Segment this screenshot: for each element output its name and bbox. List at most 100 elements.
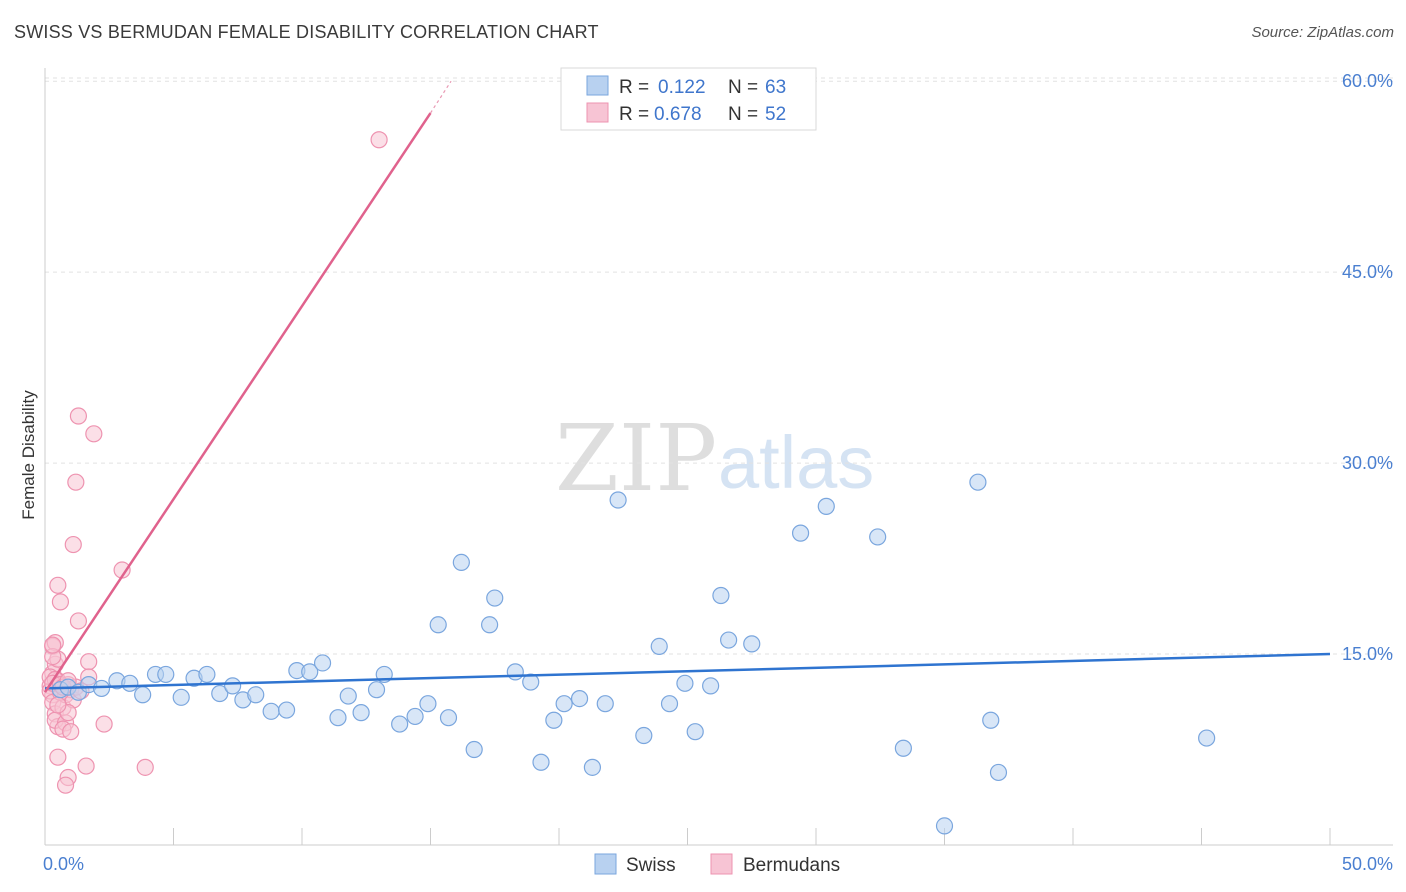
swiss-point-54 xyxy=(791,524,810,542)
axes xyxy=(44,68,1393,846)
legend-bermudans-r-value: 0.678 xyxy=(654,104,702,125)
swiss-point-21 xyxy=(313,654,332,672)
x-tick-label-1: 50.0% xyxy=(1342,854,1393,874)
swiss-point-22 xyxy=(329,709,347,727)
swiss-point-49 xyxy=(686,723,704,741)
swiss-point-10 xyxy=(172,688,190,706)
legend-bermudans-r-label: R = xyxy=(619,104,649,125)
bermudans-point-30 xyxy=(80,653,98,671)
swiss-point-62 xyxy=(1198,729,1216,747)
swiss-point-55 xyxy=(817,497,835,515)
y-tick-label-3: 60.0% xyxy=(1342,71,1393,91)
x-tick-labels: 0.0% 50.0% xyxy=(43,854,1393,874)
legend-bermudans-n-label: N = xyxy=(728,104,758,125)
swiss-point-61 xyxy=(989,763,1008,782)
y-tick-labels: 15.0% 30.0% 45.0% 60.0% xyxy=(1342,71,1393,664)
swiss-point-30 xyxy=(429,616,447,634)
bottom-legend-bermudans: Bermudans xyxy=(743,855,840,876)
swiss-point-39 xyxy=(545,711,563,729)
bermudans-point-32 xyxy=(69,612,88,630)
swiss-point-41 xyxy=(570,690,589,708)
bermudans-point-23 xyxy=(49,748,67,766)
swiss-point-16 xyxy=(247,686,265,704)
swiss-point-18 xyxy=(277,701,296,719)
y-tick-label-0: 15.0% xyxy=(1342,644,1393,664)
swiss-point-12 xyxy=(198,665,216,684)
chart-title: SWISS VS BERMUDAN FEMALE DISABILITY CORR… xyxy=(14,22,599,42)
swiss-point-38 xyxy=(532,753,550,771)
stats-legend: R = 0.122 N = 63 R = 0.678 N = 52 xyxy=(560,67,817,131)
bermudans-point-28 xyxy=(95,715,113,733)
swiss-point-59 xyxy=(969,473,987,491)
legend-swiss-n-value: 63 xyxy=(765,77,786,98)
trend-lines xyxy=(43,80,1331,693)
swiss-point-34 xyxy=(481,616,499,634)
bermudans-point-22 xyxy=(62,723,80,741)
swiss-point-25 xyxy=(367,681,386,699)
swiss-point-28 xyxy=(406,707,424,726)
watermark-atlas: atlas xyxy=(718,421,874,504)
y-axis-title: Female Disability xyxy=(19,390,38,520)
y-tick-label-2: 45.0% xyxy=(1342,262,1393,282)
bermudans-point-44 xyxy=(49,696,67,714)
swiss-point-7 xyxy=(134,686,152,704)
swiss-point-6 xyxy=(121,674,139,692)
bermudans-point-33 xyxy=(51,593,70,611)
bermudans-point-50 xyxy=(44,636,62,654)
swiss-point-44 xyxy=(609,491,627,509)
gridlines xyxy=(45,77,1393,655)
swiss-point-56 xyxy=(869,528,887,546)
legend-swiss-r-value: 0.122 xyxy=(658,77,706,98)
source-credit: Source: ZipAtlas.com xyxy=(1251,24,1394,41)
swiss-point-23 xyxy=(339,687,357,705)
bermudans-point-37 xyxy=(69,407,88,425)
swiss-point-9 xyxy=(157,665,175,684)
swiss-point-40 xyxy=(555,695,573,713)
bermudans-point-27 xyxy=(136,758,154,776)
swiss-point-58 xyxy=(935,817,954,835)
bermudans-point-38 xyxy=(85,425,103,443)
bermudans-point-25 xyxy=(56,776,75,794)
swiss-point-29 xyxy=(419,695,437,713)
bermudans-point-36 xyxy=(67,473,85,491)
swiss-point-37 xyxy=(522,673,540,691)
swiss-point-51 xyxy=(712,586,730,605)
bermudans-trend-extension xyxy=(429,80,452,114)
swiss-point-48 xyxy=(676,674,694,692)
swiss-point-20 xyxy=(301,663,319,681)
swiss-point-17 xyxy=(262,702,280,720)
swiss-point-14 xyxy=(224,677,242,695)
legend-swatch-swiss xyxy=(586,75,609,96)
bottom-legend-swiss: Swiss xyxy=(626,855,676,876)
swiss-point-45 xyxy=(635,726,653,745)
swiss-point-52 xyxy=(720,631,738,649)
swiss-point-32 xyxy=(452,553,470,571)
legend-swiss-r-label: R = xyxy=(619,77,649,98)
bermudans-point-40 xyxy=(370,131,388,149)
swiss-point-35 xyxy=(486,589,504,607)
bermudans-point-34 xyxy=(49,576,67,594)
swiss-point-27 xyxy=(391,715,409,733)
legend-swatch-bermudans xyxy=(586,102,609,123)
swiss-point-43 xyxy=(596,695,614,713)
swiss-point-33 xyxy=(465,740,483,759)
legend-swiss-n-label: N = xyxy=(728,77,758,98)
bermudans-point-26 xyxy=(77,757,95,775)
swiss-point-57 xyxy=(894,739,912,757)
swiss-point-50 xyxy=(702,677,720,695)
swiss-point-42 xyxy=(583,758,602,776)
bottom-legend-swatch-bermudans xyxy=(710,853,733,875)
watermark-zip: ZIP xyxy=(555,405,717,512)
y-tick-label-1: 30.0% xyxy=(1342,453,1393,473)
series-legend: Swiss Bermudans xyxy=(594,853,840,876)
legend-bermudans-n-value: 52 xyxy=(765,104,786,125)
swiss-point-36 xyxy=(506,663,524,681)
swiss-series xyxy=(51,473,1216,835)
watermark: ZIP atlas xyxy=(555,405,874,512)
swiss-point-53 xyxy=(743,635,761,653)
swiss-point-4 xyxy=(92,679,111,698)
swiss-trend-line xyxy=(44,652,1331,690)
bermudans-trend-line xyxy=(43,112,432,693)
bottom-legend-swatch-swiss xyxy=(594,853,617,875)
